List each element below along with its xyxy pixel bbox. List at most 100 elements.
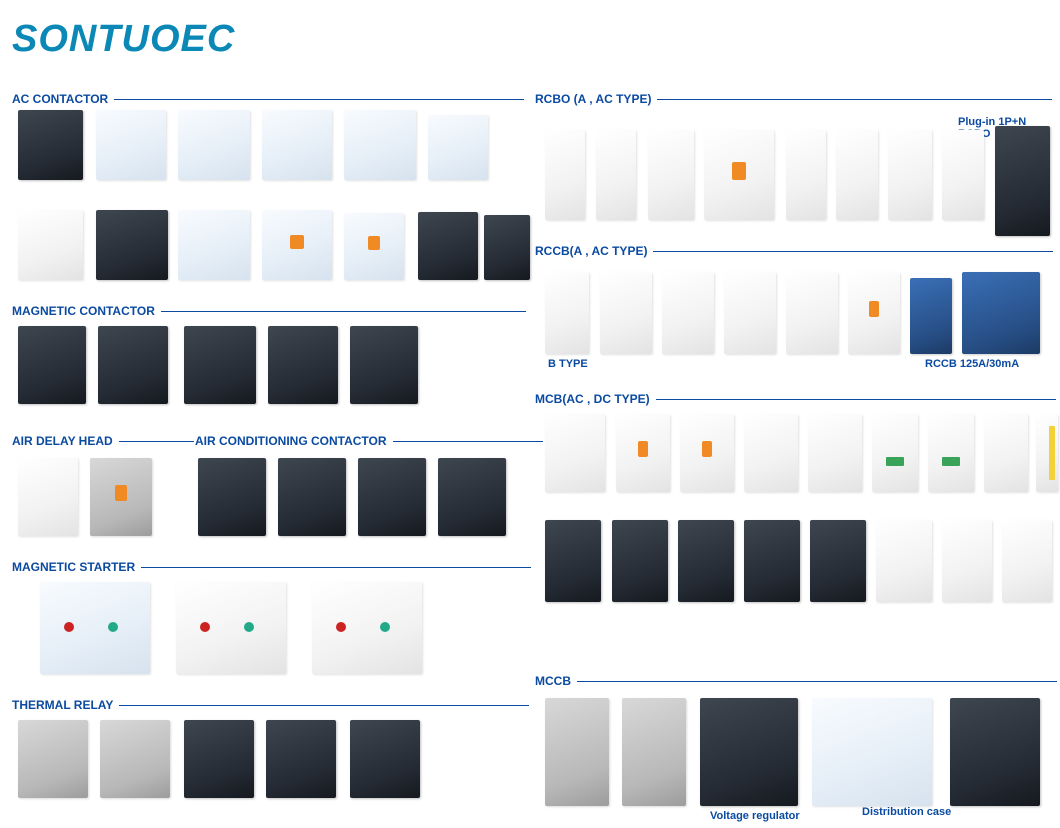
product-air_delay-1 <box>90 458 152 536</box>
product-ac_contactor_r1-3 <box>262 110 332 180</box>
section-rule <box>141 567 531 568</box>
product-rcbo_r1-6 <box>888 130 932 220</box>
product-mcb_r1-4 <box>808 414 862 492</box>
product-rccb_r1-2 <box>662 272 714 354</box>
indicator-red-icon <box>200 622 210 632</box>
product-mag_starter-1 <box>176 582 286 674</box>
product-mccb-1 <box>622 698 686 806</box>
product-mcb_r2-1 <box>612 520 668 602</box>
section-header-ac_contactor: AC CONTACTOR <box>12 92 524 106</box>
product-ac_contactor_r2-0 <box>18 210 83 280</box>
product-mcb_r2-2 <box>678 520 734 602</box>
section-title: MCCB <box>535 674 571 688</box>
product-rccb_r1-3 <box>724 272 776 354</box>
section-rule <box>577 681 1057 682</box>
product-rcbo_r1-4 <box>786 130 826 220</box>
product-ac_contactor_r2-4 <box>344 213 404 280</box>
product-rcbo_r1-5 <box>836 130 878 220</box>
section-header-rccb: RCCB(A , AC TYPE) <box>535 244 1053 258</box>
section-rule <box>114 99 524 100</box>
product-rcbo_r1-1 <box>596 130 636 220</box>
section-title: THERMAL RELAY <box>12 698 113 712</box>
caption-rccb_125a: RCCB 125A/30mA <box>925 358 1019 370</box>
product-mcb_r1-8 <box>1036 414 1058 492</box>
section-rule <box>656 399 1056 400</box>
product-mcb_r2-5 <box>876 520 932 602</box>
product-thermal_relay-4 <box>350 720 420 798</box>
product-ac_cond-1 <box>278 458 346 536</box>
indicator-red-icon <box>336 622 346 632</box>
product-ac_contactor_r1-2 <box>178 110 250 180</box>
section-header-ac_conditioning: AIR CONDITIONING CONTACTOR <box>195 434 543 448</box>
product-mcb_r1-6 <box>928 414 974 492</box>
caption-b_type: B TYPE <box>548 358 588 370</box>
product-thermal_relay-0 <box>18 720 88 798</box>
product-mcb_r1-2 <box>680 414 734 492</box>
section-rule <box>393 441 543 442</box>
product-air_delay-0 <box>18 458 78 536</box>
section-title: AIR DELAY HEAD <box>12 434 113 448</box>
indicator-red-icon <box>64 622 74 632</box>
section-title: RCCB(A , AC TYPE) <box>535 244 647 258</box>
product-ac_contactor_r1-0 <box>18 110 83 180</box>
product-mag_starter-0 <box>40 582 150 674</box>
product-ac_cond-3 <box>438 458 506 536</box>
product-rccb_r1-1 <box>600 272 652 354</box>
section-rule <box>161 311 526 312</box>
section-rule <box>653 251 1053 252</box>
product-ac_contactor_r2-3 <box>262 210 332 280</box>
product-mccb-4 <box>950 698 1040 806</box>
product-ac_contactor_r2-5 <box>418 212 478 280</box>
section-header-mcb: MCB(AC , DC TYPE) <box>535 392 1056 406</box>
product-mag_contactor_r1-2 <box>184 326 256 404</box>
product-ac_cond-0 <box>198 458 266 536</box>
indicator-green-icon <box>108 622 118 632</box>
product-ac_contactor_r1-5 <box>428 115 488 180</box>
product-mag_contactor_r1-0 <box>18 326 86 404</box>
product-rccb_r1-4 <box>786 272 838 354</box>
product-mcb_r1-3 <box>744 414 798 492</box>
product-ac_contactor_r1-1 <box>96 110 166 180</box>
product-mcb_r2-4 <box>810 520 866 602</box>
product-mag_starter-2 <box>312 582 422 674</box>
product-mcb_r1-1 <box>616 414 670 492</box>
product-rcbo_r1-7 <box>942 130 984 220</box>
section-rule <box>119 441 194 442</box>
product-thermal_relay-2 <box>184 720 254 798</box>
section-rule <box>119 705 529 706</box>
section-header-magnetic_contactor: MAGNETIC CONTACTOR <box>12 304 526 318</box>
section-header-magnetic_starter: MAGNETIC STARTER <box>12 560 531 574</box>
brand-logo: SONTUOEC <box>12 18 235 61</box>
section-title: RCBO (A , AC TYPE) <box>535 92 651 106</box>
section-title: MAGNETIC STARTER <box>12 560 135 574</box>
product-rccb_r1-5 <box>848 272 900 354</box>
product-rcbo_r1-0 <box>545 130 585 220</box>
caption-dist_case: Distribution case <box>862 806 951 818</box>
section-title: AC CONTACTOR <box>12 92 108 106</box>
product-mcb_r2-7 <box>1002 520 1052 602</box>
product-mag_contactor_r1-4 <box>350 326 418 404</box>
product-rccb_r1-6 <box>910 278 952 354</box>
section-title: AIR CONDITIONING CONTACTOR <box>195 434 387 448</box>
section-header-air_delay_head: AIR DELAY HEAD <box>12 434 194 448</box>
product-thermal_relay-1 <box>100 720 170 798</box>
product-mcb_r2-3 <box>744 520 800 602</box>
product-ac_contactor_r2-6 <box>484 215 530 280</box>
caption-voltage_reg: Voltage regulator <box>710 810 800 822</box>
product-rccb_r1-7 <box>962 272 1040 354</box>
section-header-rcbo: RCBO (A , AC TYPE) <box>535 92 1052 106</box>
product-rcbo_r1-3 <box>704 130 774 220</box>
product-mccb-2 <box>700 698 798 806</box>
product-mcb_r1-7 <box>984 414 1028 492</box>
product-rcbo_r1-8 <box>995 126 1050 236</box>
product-mccb-0 <box>545 698 609 806</box>
product-ac_contactor_r1-4 <box>344 110 416 180</box>
section-rule <box>657 99 1052 100</box>
section-title: MCB(AC , DC TYPE) <box>535 392 650 406</box>
product-mcb_r1-0 <box>545 414 605 492</box>
product-mcb_r2-0 <box>545 520 601 602</box>
product-mcb_r2-6 <box>942 520 992 602</box>
product-mag_contactor_r1-3 <box>268 326 338 404</box>
product-ac_cond-2 <box>358 458 426 536</box>
product-rcbo_r1-2 <box>648 130 694 220</box>
